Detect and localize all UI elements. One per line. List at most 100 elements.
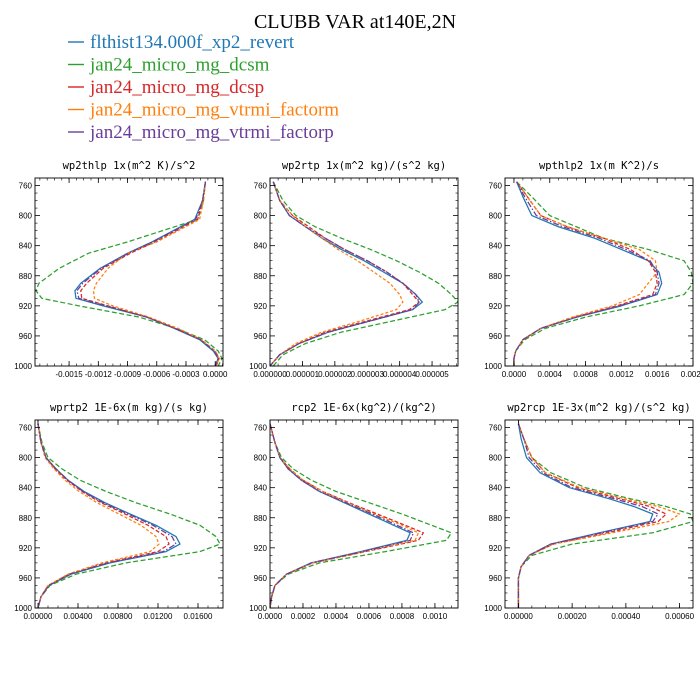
x-tick-label: 0.000001 [286,370,320,379]
series-line-1 [37,423,181,608]
series-line-1 [270,181,423,366]
y-tick-label: 760 [254,182,268,191]
x-tick-label: 0.00020 [558,612,587,621]
series-line-4 [92,181,220,366]
y-tick-label: 880 [19,272,33,281]
x-tick-label: 0.0000 [258,612,283,621]
panel-2: wp2rtp 1x(m^2 kg)/(s^2 kg) 760 800 840 880 92… [249,160,459,379]
y-tick-label: 800 [254,212,268,221]
x-tick-label: 0.0004 [324,612,349,621]
series-line-3 [270,181,420,366]
x-tick-label: 0.0004 [538,370,563,379]
x-tick-label: 0.000004 [383,370,417,379]
y-tick-label: 960 [19,332,33,341]
y-tick-label: 880 [489,514,503,523]
legend-entry: jan24_micro_mg_dcsm [89,55,270,76]
plot-frame [269,419,459,609]
y-tick-label: 800 [19,212,33,221]
figure-title: CLUBB VAR at140E,2N [254,11,456,33]
y-tick-label: 840 [254,484,268,493]
panel-5: rcp2 1E-6x(kg^2)/(kg^2) 760 800 840 880 920 96… [249,402,459,621]
y-tick-label: 800 [254,454,268,463]
panel-6: wp2rcp 1E-3x(m^2 kg)/(s^2 kg) 760 800 840 88… [484,402,694,621]
x-tick-label: 0.00000 [24,612,53,621]
series-line-1 [270,423,411,608]
panel-title: wprtp2 1E-6x(m kg)/(s kg) [50,402,208,414]
series-line-4 [517,423,681,608]
y-tick-label: 760 [489,182,503,191]
x-tick-label: 0.0006 [357,612,382,621]
series-line-2 [37,423,221,608]
series-line-2 [517,423,693,608]
panel-3: wpthlp2 1x(m K^2)/s 760 800 840 880 920 960 100… [484,160,700,379]
y-tick-label: 880 [254,514,268,523]
legend: flthist134.000f_xp2_revertjan24_micro_mg… [68,32,339,143]
legend-entry: jan24_micro_mg_vtrmi_factorm [89,100,339,121]
y-tick-label: 840 [19,484,33,493]
series-line-5 [76,181,219,366]
panel-1: wp2thlp 1x(m^2 K)/s^2 760 800 840 880 920 960 1… [14,160,228,379]
y-tick-label: 1000 [249,362,267,371]
x-tick-label: 0.000005 [415,370,449,379]
plot-frame [34,177,224,367]
series-line-2 [513,181,693,366]
y-tick-label: 880 [254,272,268,281]
plot-frame [34,419,224,609]
plot-frame [504,177,694,367]
x-tick-label: 0.0016 [645,370,670,379]
series-line-2 [270,423,453,608]
y-tick-label: 760 [489,424,503,433]
x-tick-label: 0.000003 [351,370,385,379]
series-line-5 [270,181,420,366]
series-line-2 [35,181,223,366]
legend-entry: jan24_micro_mg_dcsp [89,77,264,98]
x-tick-label: -0.0015 [56,370,84,379]
panel-title: rcp2 1E-6x(kg^2)/(kg^2) [291,402,436,414]
series-line-5 [513,181,660,366]
series-line-3 [517,423,667,608]
y-tick-label: 1000 [14,604,32,613]
panels: wp2thlp 1x(m^2 K)/s^2 760 800 840 880 920 960 1… [14,160,700,621]
x-tick-label: 0.0008 [390,612,415,621]
series-line-2 [272,181,458,366]
y-tick-label: 840 [254,242,268,251]
y-tick-label: 1000 [484,604,502,613]
series-line-5 [37,423,177,608]
series-line-1 [517,423,654,608]
x-tick-label: 0.0000 [502,370,527,379]
legend-entry: jan24_micro_mg_vtrmi_factorp [89,122,334,143]
series-line-3 [37,423,170,608]
x-tick-label: 0.000002 [318,370,352,379]
y-tick-label: 920 [19,544,33,553]
y-tick-label: 920 [19,302,33,311]
y-tick-label: 960 [489,332,503,341]
y-tick-label: 800 [489,212,503,221]
series-line-5 [270,423,415,608]
series-line-4 [270,423,420,608]
panel-title: wp2thlp 1x(m^2 K)/s^2 [63,160,196,172]
y-tick-label: 840 [19,242,33,251]
x-tick-label: 0.000000 [253,370,287,379]
x-tick-label: 0.0008 [573,370,598,379]
panel-title: wp2rcp 1E-3x(m^2 kg)/(s^2 kg) [507,402,690,414]
y-tick-label: 920 [489,544,503,553]
series-line-3 [513,181,658,366]
series-line-4 [513,181,658,366]
y-tick-label: 840 [489,484,503,493]
y-tick-label: 880 [19,514,33,523]
x-tick-label: 0.00000 [504,612,533,621]
x-tick-label: -0.0006 [143,370,171,379]
y-tick-label: 1000 [484,362,502,371]
x-tick-label: 0.00040 [611,612,640,621]
y-tick-label: 920 [489,302,503,311]
x-tick-label: 0.0020 [681,370,700,379]
y-tick-label: 920 [254,544,268,553]
x-tick-label: 0.0000 [203,370,228,379]
x-tick-label: 0.0002 [291,612,316,621]
y-tick-label: 960 [19,574,33,583]
legend-entry: flthist134.000f_xp2_revert [90,32,295,53]
y-tick-label: 920 [254,302,268,311]
x-tick-label: 0.00400 [64,612,93,621]
y-tick-label: 840 [489,242,503,251]
